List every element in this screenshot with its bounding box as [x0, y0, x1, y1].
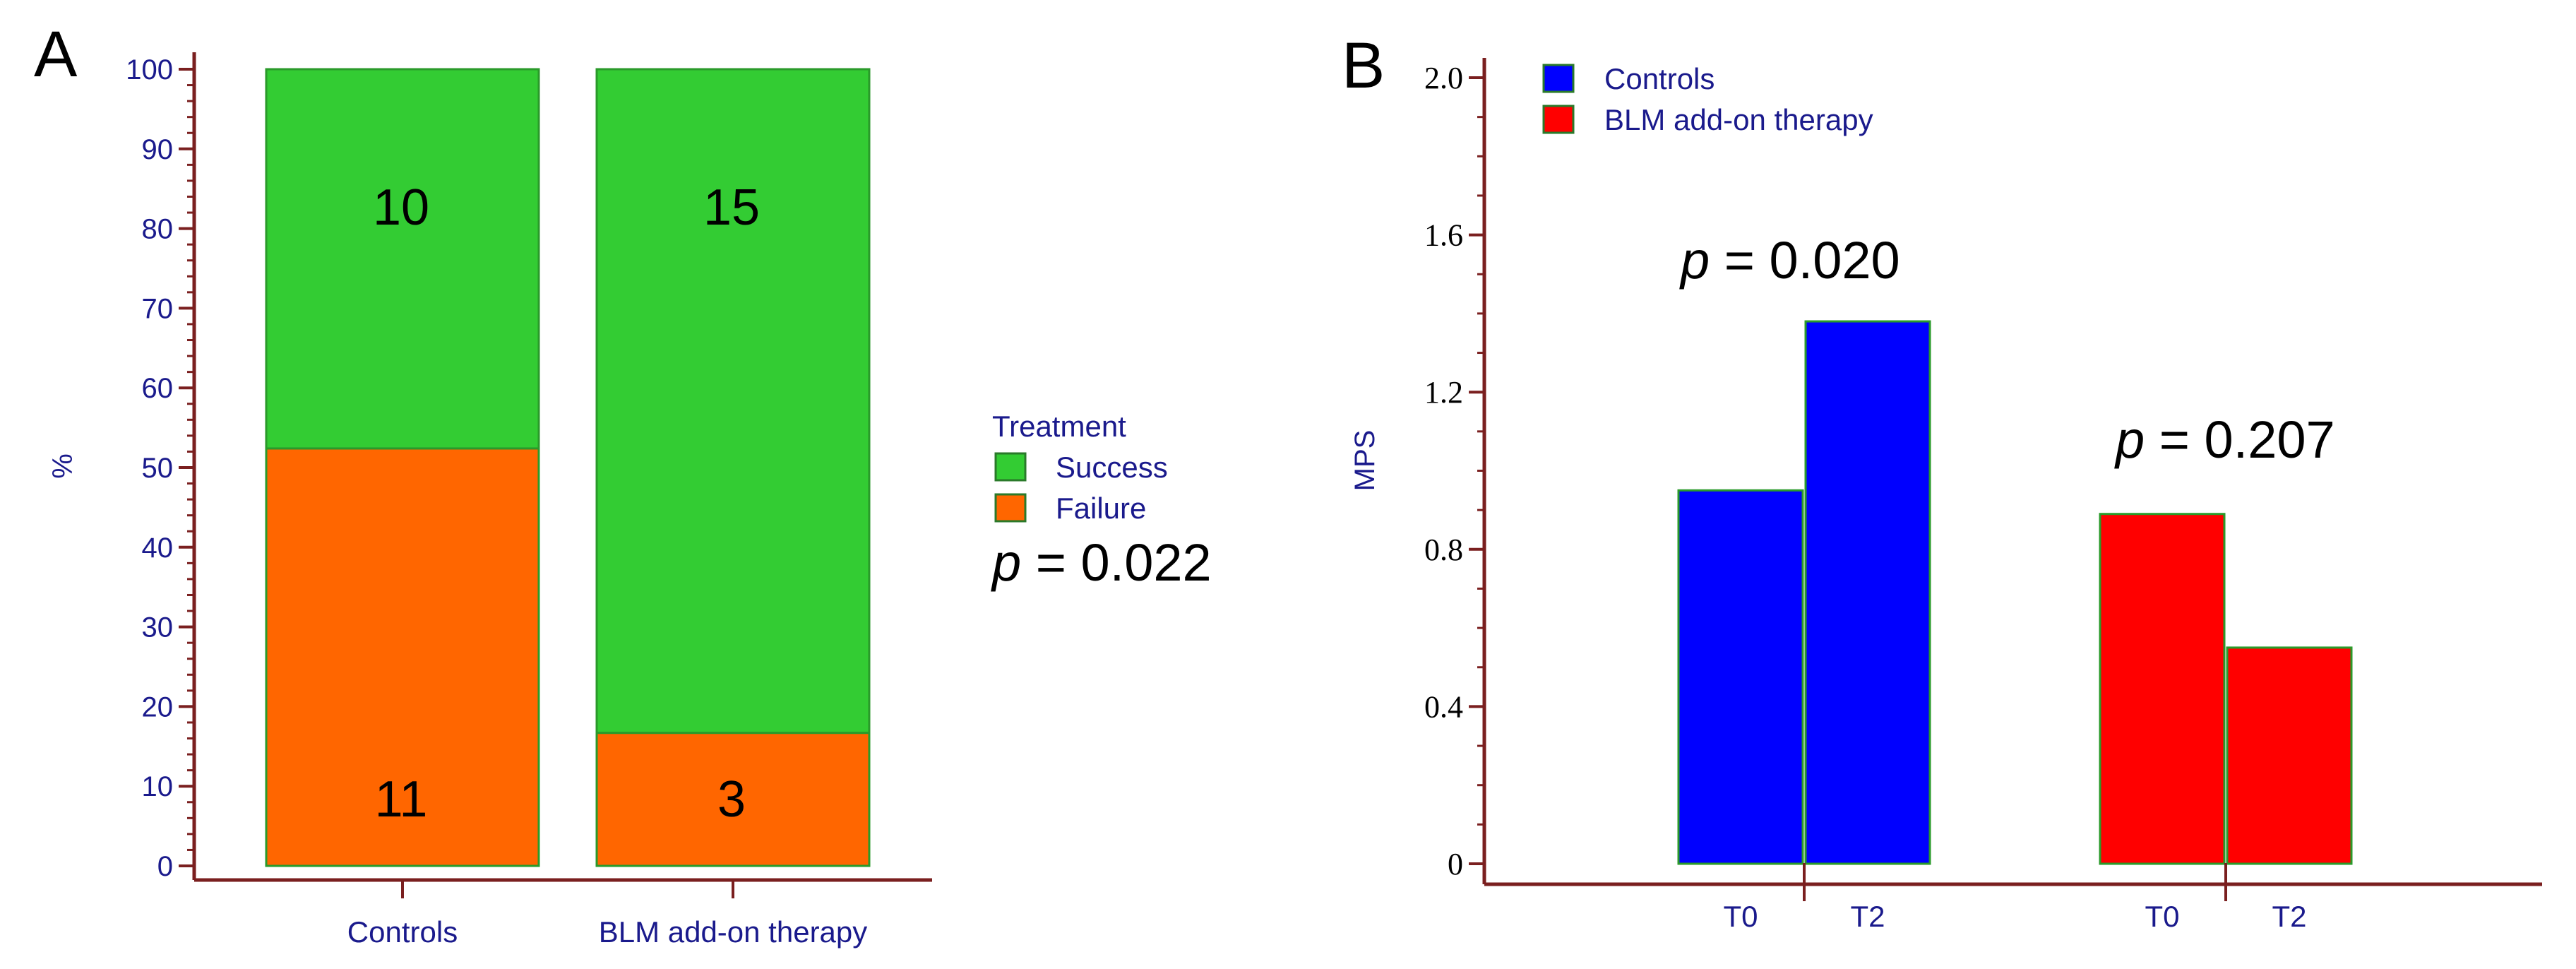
panel-b-p-value-controls: p = 0.020	[1679, 231, 1900, 290]
panel-a-y-tick-label: 70	[142, 293, 174, 324]
panel-a-count-label: 3	[717, 771, 746, 828]
panel-b-legend-label: Controls	[1604, 62, 1715, 95]
panel-a-chart: 0 10 20 30 40 50 60 70 80 90 100 11 10 3 15 Controls B…	[47, 52, 1212, 949]
panel-b-bars	[1677, 320, 2353, 865]
panel-b-y-tick-label: 0	[1448, 847, 1463, 881]
panel-b-p-symbol-controls: p	[1679, 231, 1710, 290]
panel-a-p-symbol: p	[991, 533, 1021, 592]
panel-a-x-tick-label: BLM add-on therapy	[599, 915, 868, 949]
panel-a-legend-swatch	[994, 493, 1027, 523]
panel-b-y-axis: 0 0.4 0.8 1.2 1.6 2.0	[1424, 58, 1486, 884]
panel-b-x-tick-label: T0	[2145, 900, 2179, 933]
panel-b-legend-swatch	[1542, 64, 1575, 93]
panel-a-y-tick-label: 100	[126, 54, 173, 85]
panel-b-chart: 0 0.4 0.8 1.2 1.6 2.0 T0 T2 T0 T2 MPS Controls BL…	[1349, 58, 2542, 933]
panel-a-legend: Treatment Success Failure	[992, 410, 1168, 525]
panel-b-bar	[2099, 513, 2226, 865]
panel-b-p-value-blm: p = 0.207	[2114, 410, 2335, 469]
panel-b-legend-label: BLM add-on therapy	[1604, 103, 1873, 136]
panel-a-bars: 11 10 3 15	[265, 68, 871, 867]
panel-a-y-tick-label: 20	[142, 691, 174, 723]
panel-a-y-tick-label: 90	[142, 134, 174, 165]
panel-b-legend-swatch	[1542, 105, 1575, 134]
panel-a-letter: A	[34, 18, 78, 90]
panel-a-y-tick-label: 80	[142, 214, 174, 245]
panel-a-count-label: 10	[373, 179, 429, 236]
panel-a-p-number: = 0.022	[1021, 533, 1212, 592]
panel-a-legend-label: Success	[1056, 451, 1168, 484]
panel-a-y-tick-label: 10	[142, 771, 174, 802]
panel-b-y-tick-label: 1.2	[1424, 375, 1463, 410]
panel-b-y-tick-label: 1.6	[1424, 218, 1463, 253]
panel-b-p-symbol-blm: p	[2114, 410, 2145, 469]
panel-a-bar-segment	[265, 447, 540, 867]
panel-a-y-tick-label: 60	[142, 373, 174, 404]
panel-b-p-number-blm: = 0.207	[2145, 410, 2335, 469]
panel-a-y-tick-label: 0	[157, 851, 173, 882]
panel-b-bar	[1804, 320, 1931, 865]
panel-b-bar	[2226, 646, 2353, 865]
panel-b-x-tick-label: T0	[1723, 900, 1758, 933]
panel-a-legend-swatch	[994, 452, 1027, 482]
panel-b-x-tick-label: T2	[1850, 900, 1885, 933]
panel-a-y-tick-label: 40	[142, 533, 174, 564]
panel-a-y-axis: 0 10 20 30 40 50 60 70 80 90 100	[126, 52, 196, 882]
panel-a-bar-segment	[265, 68, 540, 450]
panel-b-y-tick-label: 2.0	[1424, 61, 1463, 95]
panel-a-y-tick-label: 30	[142, 612, 174, 643]
panel-a-count-label: 11	[375, 771, 428, 828]
panel-a-x-axis: Controls BLM add-on therapy	[194, 878, 932, 949]
panel-b-legend: Controls BLM add-on therapy	[1542, 62, 1873, 136]
panel-b-x-axis: T0 T2 T0 T2	[1484, 863, 2542, 933]
panel-a-y-axis-title: %	[47, 453, 78, 479]
panel-a-bar-segment	[595, 68, 871, 735]
panel-a-legend-label: Failure	[1056, 492, 1146, 525]
panel-a-legend-title: Treatment	[992, 410, 1126, 443]
panel-b-bar	[1677, 489, 1804, 865]
panel-b-x-tick-label: T2	[2272, 900, 2306, 933]
panel-b-p-number-controls: = 0.020	[1710, 231, 1900, 290]
panel-a-y-tick-label: 50	[142, 453, 174, 484]
panel-b-y-axis-title: MPS	[1349, 430, 1381, 492]
panel-b-y-tick-label: 0.8	[1424, 533, 1463, 567]
panel-a-count-label: 15	[703, 179, 760, 236]
panel-b-letter: B	[1342, 30, 1385, 102]
panel-a-x-tick-label: Controls	[347, 915, 458, 949]
panel-b-y-tick-label: 0.4	[1424, 689, 1463, 724]
panel-a-p-value: p = 0.022	[991, 533, 1212, 592]
